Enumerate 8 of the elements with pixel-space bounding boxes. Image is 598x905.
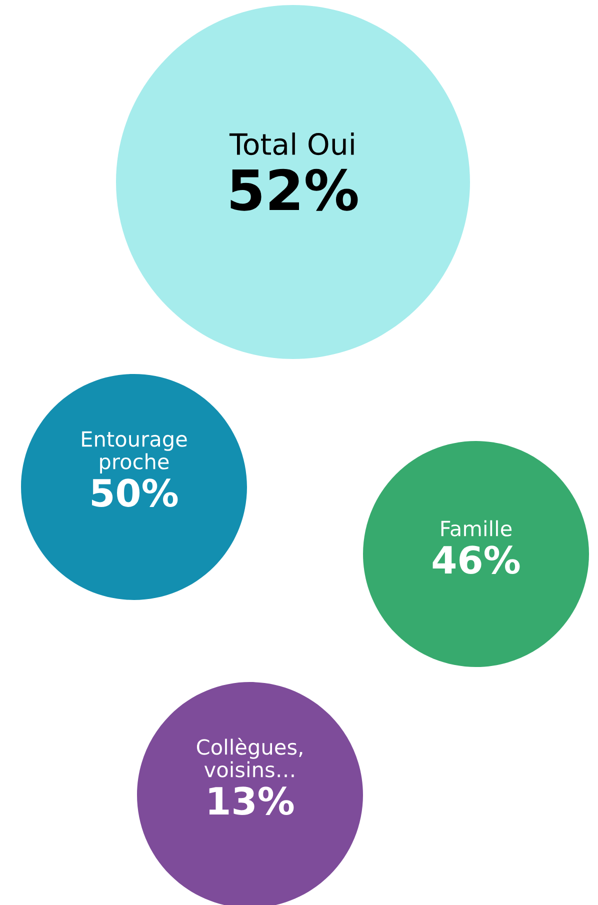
category-label: Entourage proche: [82, 431, 187, 474]
category-label: Collègues, voisins…: [196, 738, 302, 778]
data-label: 50%: [92, 478, 178, 507]
category-label: Famille: [441, 520, 512, 536]
data-label: 46%: [432, 546, 520, 574]
category-label: Total Oui: [229, 132, 354, 156]
data-label: 13%: [209, 786, 294, 815]
data-label: 52%: [230, 168, 358, 211]
